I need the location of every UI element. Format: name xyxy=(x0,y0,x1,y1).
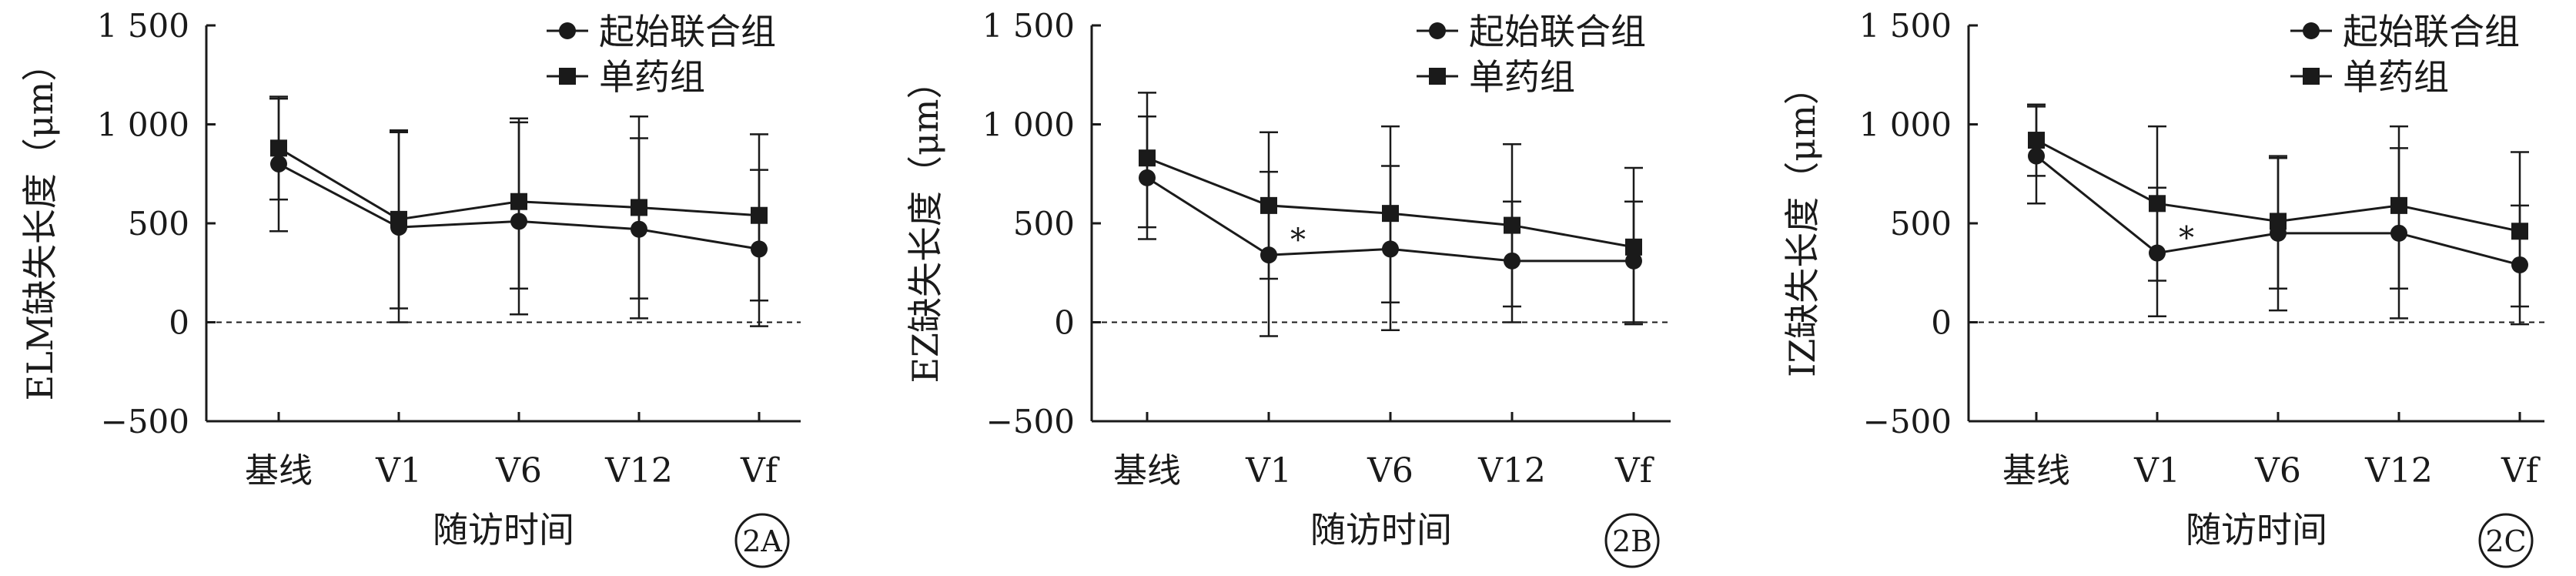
significance-star: * xyxy=(1290,223,1306,258)
legend-marker-square xyxy=(2303,68,2320,85)
chart-panel-2A: −500 0 500 1 000 1 500 基线 V1 V6 V12 Vf 随访时间 ELM缺失长度… xyxy=(19,7,801,568)
x-tick-label: Vf xyxy=(1614,451,1654,491)
y-tick-label: 500 xyxy=(128,205,189,243)
legend-label: 单药组 xyxy=(599,56,705,98)
y-tick-label: 500 xyxy=(1890,205,1952,243)
panel-label: 2A xyxy=(742,524,782,558)
x-axis-title: 随访时间 xyxy=(433,509,574,551)
x-tick-label: Vf xyxy=(2501,451,2541,491)
data-point-square xyxy=(270,139,287,157)
data-point-square xyxy=(2149,195,2166,213)
panel-label-circle xyxy=(2478,513,2534,568)
x-tick-label: V1 xyxy=(1245,451,1292,491)
data-point-square xyxy=(2028,132,2045,149)
y-tick-label: −500 xyxy=(101,403,189,440)
y-tick-label: 1 500 xyxy=(97,7,189,45)
x-tick-label: 基线 xyxy=(245,451,313,491)
legend-label: 起始联合组 xyxy=(2343,11,2520,52)
x-axis-title: 随访时间 xyxy=(2186,509,2327,551)
panel-label: 2C xyxy=(2485,524,2526,558)
legend-label: 起始联合组 xyxy=(599,11,776,52)
legend-marker-circle xyxy=(2303,22,2320,39)
data-point-square xyxy=(631,199,647,216)
x-tick-label: V1 xyxy=(375,451,422,491)
y-tick-label: 1 500 xyxy=(1859,7,1952,45)
x-tick-label: Vf xyxy=(740,451,780,491)
chart-panels: −500 0 500 1 000 1 500 基线 V1 V6 V12 Vf 随访时间 ELM缺失长度… xyxy=(19,7,2544,568)
panel-label-circle xyxy=(1604,513,1660,568)
data-point-square xyxy=(1260,196,1277,214)
legend-marker-circle xyxy=(559,22,576,39)
data-point-square xyxy=(2511,223,2528,240)
x-tick-label: V12 xyxy=(2364,451,2433,491)
data-point-square xyxy=(2390,196,2407,214)
legend-label: 起始联合组 xyxy=(1469,11,1646,52)
series-mono xyxy=(269,95,768,310)
legend-marker-square xyxy=(559,68,576,85)
y-tick-label: −500 xyxy=(986,403,1075,440)
series-mono xyxy=(2027,103,2529,308)
x-tick-label: V6 xyxy=(495,451,542,491)
y-axis-title: IZ缺失长度（μm） xyxy=(1781,69,1823,377)
chart-panel-2B: −500 0 500 1 000 1 500 基线 V1 V6 V12 Vf 随访时间 EZ缺失长度（… xyxy=(905,7,1671,568)
x-axis-title: 随访时间 xyxy=(1310,509,1452,551)
data-point-square xyxy=(510,193,527,210)
x-tick-label: V6 xyxy=(2254,451,2301,491)
panel-label-circle xyxy=(734,513,790,568)
data-point-square xyxy=(751,206,768,224)
y-tick-label: 0 xyxy=(169,304,189,342)
x-tick-label: V6 xyxy=(1367,451,1413,491)
x-tick-label: V12 xyxy=(604,451,673,491)
series-mono xyxy=(1138,92,1643,323)
data-point-square xyxy=(1139,149,1156,167)
y-axis-title: EZ缺失长度（μm） xyxy=(905,63,946,383)
data-point-square xyxy=(2270,213,2287,230)
y-tick-label: 0 xyxy=(1931,304,1952,342)
y-tick-label: 500 xyxy=(1013,205,1075,243)
x-tick-label: V1 xyxy=(2133,451,2180,491)
y-tick-label: 0 xyxy=(1054,304,1075,342)
y-tick-label: 1 500 xyxy=(982,7,1075,45)
y-tick-label: 1 000 xyxy=(1859,106,1952,144)
legend-marker-circle xyxy=(1429,22,1446,39)
y-axis-title: ELM缺失长度（μm） xyxy=(19,46,61,401)
chart-panel-2C: −500 0 500 1 000 1 500 基线 V1 V6 V12 Vf 随访时间 IZ缺失长度（… xyxy=(1781,7,2544,568)
data-point-square xyxy=(1504,216,1521,234)
data-point-square xyxy=(1382,205,1399,223)
data-point-square xyxy=(1625,238,1642,256)
x-tick-label: 基线 xyxy=(2002,451,2070,491)
panel-label: 2B xyxy=(1612,524,1652,558)
legend-marker-square xyxy=(1429,68,1446,85)
legend-label: 单药组 xyxy=(1469,56,1575,98)
y-tick-label: 1 000 xyxy=(982,106,1075,144)
x-tick-label: V12 xyxy=(1477,451,1546,491)
legend-label: 单药组 xyxy=(2343,56,2449,98)
y-tick-label: −500 xyxy=(1863,403,1952,440)
x-tick-label: 基线 xyxy=(1113,451,1181,491)
significance-star: * xyxy=(2179,220,2194,256)
y-tick-label: 1 000 xyxy=(97,106,189,144)
data-point-square xyxy=(390,210,407,228)
